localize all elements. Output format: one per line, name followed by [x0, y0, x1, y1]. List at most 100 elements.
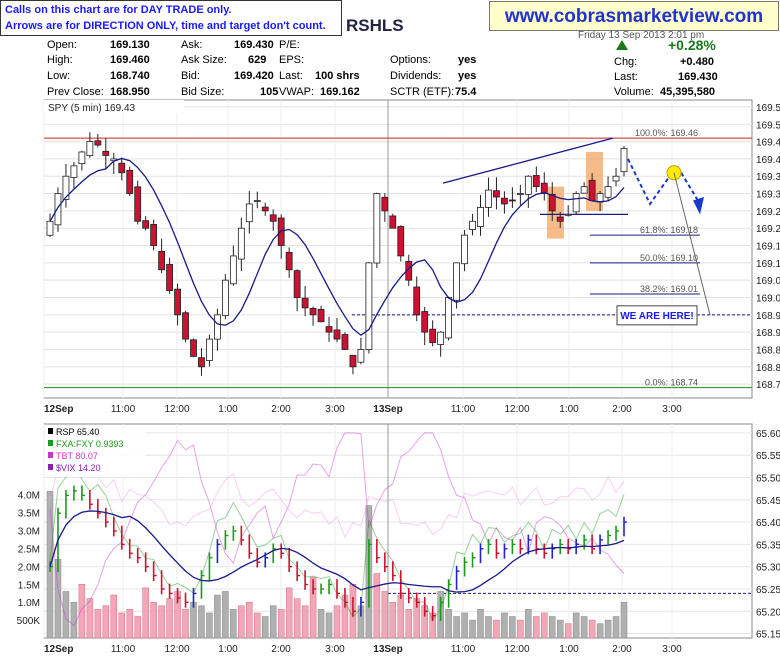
ticker-symbol: RSHLS: [346, 16, 404, 35]
candle: [564, 213, 572, 216]
volume-bar: [477, 609, 484, 639]
candle: [253, 200, 261, 202]
price-y-tick-label: 168.85: [756, 345, 780, 356]
prev-close-value: 168.950: [110, 86, 150, 98]
price-y-tick-label: 169.10: [756, 259, 780, 270]
volume-bar: [110, 594, 118, 639]
legend-entry-label: $VIX 14.20: [56, 463, 101, 473]
candle: [245, 203, 253, 223]
fib-level-label: 50.0%: 169.10: [640, 253, 698, 263]
volume-bar: [214, 594, 221, 639]
candle: [174, 288, 181, 316]
volume-bar: [373, 573, 381, 639]
candle: [556, 216, 564, 222]
price-y-tick-label: 168.75: [756, 380, 780, 391]
candle: [508, 199, 516, 202]
last-price-label: Last:: [614, 71, 638, 83]
candle: [285, 251, 293, 271]
volume-bar: [126, 609, 133, 639]
candle: [261, 206, 269, 212]
rsp-x-tick-label: 3:00: [662, 644, 682, 655]
brand-link[interactable]: www.cobrasmarketview.com: [489, 1, 779, 31]
candle: [78, 151, 86, 165]
prev-close-label: Prev Close:: [47, 86, 104, 98]
price-x-tick-label: 12:00: [164, 404, 189, 415]
price-y-tick-label: 169.55: [756, 103, 780, 114]
volume-bar: [158, 605, 165, 639]
eps-label: EPS:: [279, 54, 305, 66]
price-chart-title: SPY (5 min) 169.43: [48, 103, 136, 114]
volume-y-tick-label: 1.5M: [18, 580, 40, 591]
dividends-label: Dividends:: [390, 70, 442, 82]
legend-entry-label: TBT 80.07: [56, 451, 98, 461]
volume-bar: [556, 619, 564, 639]
volume-bar: [78, 584, 86, 639]
candle: [389, 215, 397, 229]
candle: [373, 193, 381, 264]
fib-level-label: 100.0%: 169.46: [635, 128, 698, 138]
candle: [516, 193, 524, 195]
price-x-tick-label: 3:00: [662, 404, 682, 415]
candle: [413, 286, 421, 316]
candle: [381, 196, 389, 212]
volume-bar: [549, 616, 556, 639]
candle: [309, 307, 317, 316]
candle: [229, 255, 237, 285]
volume-bar: [445, 609, 452, 639]
candle: [501, 197, 508, 205]
candle: [317, 308, 325, 323]
volume-bar: [564, 623, 572, 639]
rsp-y-tick-label: 65.60: [756, 429, 780, 440]
candle: [445, 297, 453, 339]
candle: [357, 349, 365, 363]
rsp-chart: 65.60 65.55 65.50 65.45 65.40 65.35 65.30 65.25…: [17, 423, 780, 655]
candle: [540, 182, 548, 194]
candle: [198, 357, 205, 368]
pe-label: P/E:: [279, 39, 300, 51]
rsp-x-tick-label: 2:00: [271, 644, 291, 655]
volume-bar: [238, 605, 245, 639]
price-x-tick-label: 2:00: [271, 404, 291, 415]
high-label: High:: [47, 54, 73, 66]
volume-bar: [501, 612, 508, 639]
volume-bar: [222, 591, 229, 639]
candle: [461, 234, 468, 265]
last-price-value: 169.430: [678, 71, 718, 83]
options-value: yes: [458, 54, 477, 66]
ask-size-value: 629: [248, 54, 267, 66]
volume-bar: [509, 616, 516, 639]
volume-bar: [580, 616, 588, 639]
candle: [596, 193, 604, 203]
candle: [134, 186, 142, 222]
volume-bar: [381, 591, 389, 639]
volume-bar: [469, 619, 476, 639]
volume-bar: [461, 612, 468, 639]
candle: [532, 175, 540, 188]
volume-bar: [285, 587, 293, 639]
candle: [604, 186, 612, 198]
volume-bar: [293, 598, 301, 639]
rsp-y-tick-label: 65.45: [756, 496, 780, 507]
volume-bar: [493, 619, 500, 639]
candle: [588, 179, 596, 201]
price-y-tick-label: 169.20: [756, 224, 780, 235]
volume-bar: [541, 612, 548, 639]
open-value: 169.130: [110, 39, 150, 51]
callout-pointer: [673, 172, 711, 315]
candle: [166, 264, 173, 291]
vwap-value: 169.162: [320, 86, 360, 98]
candle: [572, 193, 580, 213]
candle: [237, 227, 245, 260]
price-title-bg: [44, 100, 184, 113]
price-y-tick-label: 169.35: [756, 172, 780, 183]
dividends-value: yes: [458, 70, 477, 82]
candle: [126, 169, 134, 194]
volume-bar: [333, 605, 341, 639]
legend-entry-label: FXA:FXY 0.9393: [56, 439, 123, 449]
legend-swatch: [48, 452, 53, 458]
rsp-y-tick-label: 65.50: [756, 474, 780, 485]
price-y-tick-label: 169.30: [756, 190, 780, 201]
price-y-tick-label: 168.90: [756, 328, 780, 339]
candle: [158, 250, 166, 271]
candle: [437, 331, 445, 345]
